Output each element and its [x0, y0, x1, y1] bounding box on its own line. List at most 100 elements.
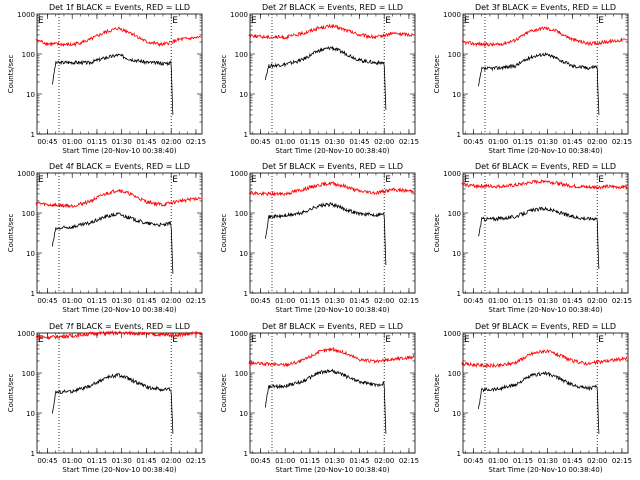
marker-label: E [38, 175, 44, 185]
marker-label: E [251, 16, 257, 26]
x-tick-label: 02:15 [399, 457, 419, 465]
y-tick-label: 1000 [17, 11, 35, 19]
y-tick-label: 1000 [17, 330, 35, 338]
y-tick-label: 100 [235, 51, 248, 59]
x-tick-label: 02:15 [612, 297, 632, 305]
panel-title: Det 2f BLACK = Events, RED = LLD [262, 3, 403, 12]
x-tick-label: 01:45 [136, 138, 156, 146]
marker-label: E [38, 335, 44, 345]
events-series-line [52, 373, 174, 434]
lld-series-line [35, 329, 202, 341]
y-tick-label: 10 [239, 250, 248, 258]
plot-frame [36, 172, 203, 294]
x-axis-label: Start Time (20-Nov-10 00:38:40) [275, 147, 389, 155]
y-tick-label: 10 [452, 91, 461, 99]
y-tick-label: 1 [31, 290, 35, 298]
x-tick-label: 02:15 [186, 297, 206, 305]
y-tick-label: 10 [26, 250, 35, 258]
marker-label: E [385, 175, 391, 185]
x-tick-label: 00:45 [250, 138, 270, 146]
y-axis-label: Counts/sec [433, 214, 441, 253]
marker-label: E [251, 175, 257, 185]
y-tick-label: 1 [31, 450, 35, 458]
events-series-line [52, 53, 174, 115]
y-tick-label: 100 [235, 210, 248, 218]
lld-series-line [35, 26, 202, 48]
events-series-line [478, 206, 600, 269]
x-tick-label: 00:45 [37, 297, 57, 305]
detector-panel: Det 3f BLACK = Events, RED = LLD 1 10 100 10… [433, 3, 632, 155]
y-tick-label: 100 [22, 210, 35, 218]
x-tick-label: 01:00 [275, 457, 295, 465]
lld-series-line [248, 180, 415, 197]
lld-series-line [461, 349, 628, 369]
x-tick-label: 01:30 [538, 297, 558, 305]
y-tick-label: 1000 [230, 330, 248, 338]
events-series-line [478, 371, 600, 434]
x-tick-label: 00:45 [37, 138, 57, 146]
x-tick-label: 02:00 [587, 457, 607, 465]
x-tick-label: 01:45 [349, 297, 369, 305]
y-tick-label: 10 [239, 410, 248, 418]
x-axis-label: Start Time (20-Nov-10 00:38:40) [488, 147, 602, 155]
y-axis-label: Counts/sec [220, 55, 228, 94]
x-tick-label: 01:15 [513, 297, 533, 305]
marker-label: E [385, 335, 391, 345]
x-tick-label: 01:45 [562, 138, 582, 146]
x-axis-label: Start Time (20-Nov-10 00:38:40) [275, 306, 389, 314]
x-tick-label: 01:45 [562, 457, 582, 465]
detector-panel: Det 2f BLACK = Events, RED = LLD 1 10 100 10… [220, 3, 419, 155]
detector-panel: Det 5f BLACK = Events, RED = LLD 1 10 100 10… [220, 162, 419, 314]
detector-panel: Det 8f BLACK = Events, RED = LLD 1 10 100 10… [220, 322, 419, 474]
x-axis-label: Start Time (20-Nov-10 00:38:40) [62, 466, 176, 474]
x-tick-label: 02:00 [161, 297, 181, 305]
x-tick-label: 01:30 [112, 297, 132, 305]
lld-series-line [248, 23, 414, 40]
x-tick-label: 01:15 [300, 297, 320, 305]
plot-frame [249, 332, 416, 454]
plot-frame [249, 172, 416, 294]
marker-label: E [464, 16, 470, 26]
detector-panel: Det 1f BLACK = Events, RED = LLD 1 10 100 10… [7, 3, 206, 155]
panel-title: Det 1f BLACK = Events, RED = LLD [49, 3, 190, 12]
detector-panel: Det 7f BLACK = Events, RED = LLD 1 10 100 10… [7, 322, 206, 474]
x-tick-label: 01:30 [325, 457, 345, 465]
y-tick-label: 1000 [230, 170, 248, 178]
x-tick-label: 01:00 [275, 138, 295, 146]
detector-panel: Det 9f BLACK = Events, RED = LLD 1 10 100 10… [433, 322, 632, 474]
x-tick-label: 01:15 [300, 457, 320, 465]
marker-label: E [38, 16, 44, 26]
y-tick-label: 1 [244, 131, 248, 139]
panel-title: Det 7f BLACK = Events, RED = LLD [49, 322, 190, 331]
events-series-line [478, 51, 600, 115]
events-series-line [265, 368, 387, 434]
x-axis-label: Start Time (20-Nov-10 00:38:40) [275, 466, 389, 474]
panel-title: Det 4f BLACK = Events, RED = LLD [49, 162, 190, 171]
panel-title: Det 6f BLACK = Events, RED = LLD [475, 162, 616, 171]
y-tick-label: 1 [244, 450, 248, 458]
events-series-line [265, 202, 387, 266]
x-tick-label: 01:15 [87, 297, 107, 305]
x-tick-label: 02:15 [186, 138, 206, 146]
x-tick-label: 01:30 [538, 138, 558, 146]
panel-title: Det 9f BLACK = Events, RED = LLD [475, 322, 616, 331]
x-tick-label: 00:45 [250, 457, 270, 465]
x-tick-label: 01:15 [300, 138, 320, 146]
events-series-line [265, 45, 387, 110]
x-tick-label: 01:00 [62, 138, 82, 146]
panel-title: Det 5f BLACK = Events, RED = LLD [262, 162, 403, 171]
y-axis-label: Counts/sec [220, 374, 228, 413]
x-tick-label: 01:15 [87, 457, 107, 465]
x-tick-label: 01:30 [112, 138, 132, 146]
detector-panel: Det 6f BLACK = Events, RED = LLD 1 10 100 10… [433, 162, 632, 314]
panel-title: Det 3f BLACK = Events, RED = LLD [475, 3, 616, 12]
x-tick-label: 01:00 [488, 457, 508, 465]
y-tick-label: 10 [452, 410, 461, 418]
y-tick-label: 1000 [17, 170, 35, 178]
plot-frame [462, 172, 629, 294]
x-axis-label: Start Time (20-Nov-10 00:38:40) [488, 306, 602, 314]
x-tick-label: 01:00 [488, 138, 508, 146]
y-tick-label: 10 [26, 410, 35, 418]
y-tick-label: 10 [26, 91, 35, 99]
x-tick-label: 00:45 [37, 457, 57, 465]
